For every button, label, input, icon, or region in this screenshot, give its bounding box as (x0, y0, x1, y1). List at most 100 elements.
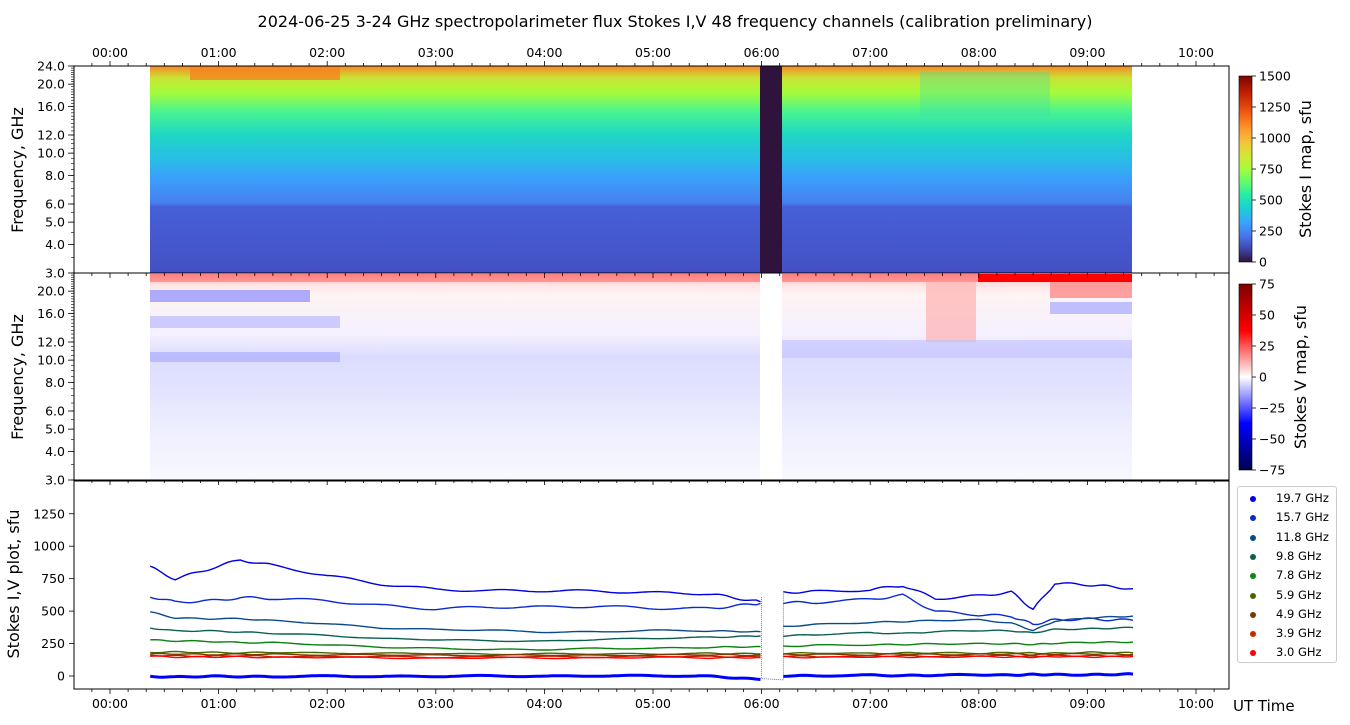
x-tick-label-bottom: 01:00 (201, 696, 237, 711)
legend-item: 4.9 GHz (1238, 606, 1336, 625)
panel-3-y-tick-label: 500 (41, 604, 65, 619)
x-axis-label: UT Time (1233, 697, 1295, 715)
legend-label: 4.9 GHz (1276, 606, 1322, 621)
panel-2-y-tick-label: 16.0 (37, 306, 65, 321)
legend-marker-icon (1250, 496, 1256, 502)
x-tick-label-bottom: 07:00 (852, 696, 888, 711)
series-line-9-8-ghz (150, 627, 761, 643)
stokes-i-colorbar-tick-label: 1000 (1259, 131, 1291, 146)
series-line-stokes-v (150, 673, 761, 681)
legend-label: 5.9 GHz (1276, 587, 1322, 602)
stokes-v-lowband-blue-3 (150, 352, 340, 362)
panel-3-frame (73, 480, 1230, 690)
x-tick-label-top: 09:00 (1069, 45, 1105, 60)
x-tick-label-bottom: 08:00 (961, 696, 997, 711)
panel-1-y-tick-label: 6.0 (45, 197, 65, 212)
x-tick-label-top: 03:00 (418, 45, 454, 60)
stokes-v-blue-late-1 (1050, 302, 1132, 314)
panel-1-y-tick-label: 4.0 (45, 237, 65, 252)
x-tick-label-bottom: 04:00 (526, 696, 562, 711)
stokes-i-colorbar-tick-label: 1250 (1259, 100, 1291, 115)
legend-item: 15.7 GHz (1238, 509, 1336, 528)
panel-1-y-tick-label: 3.0 (45, 266, 65, 281)
stokes-v-red-late-1 (926, 282, 976, 342)
x-tick-label-bottom: 05:00 (635, 696, 671, 711)
panel-2-y-tick-label: 6.0 (45, 404, 65, 419)
stokes-i-hotspot (190, 66, 340, 80)
stokes-v-colorbar-tick-label: 50 (1259, 308, 1275, 323)
x-tick-label-top: 05:00 (635, 45, 671, 60)
stokes-v-map-panel (150, 274, 1132, 480)
legend-label: 7.8 GHz (1276, 568, 1322, 583)
stokes-v-lowband-blue-2 (150, 316, 340, 328)
stokes-i-colorbar-ticks: 1500 1250 1000 750 500 250 0 (1252, 69, 1291, 270)
series-line-19-7-ghz (783, 582, 1134, 611)
panel-2-y-tick-label: 8.0 (45, 375, 65, 390)
x-tick-label-bottom: 06:00 (744, 696, 780, 711)
x-tick-label-top: 07:00 (852, 45, 888, 60)
stokes-iv-plot-panel (149, 559, 1134, 681)
panel-3-y-tick-label: 250 (41, 636, 65, 651)
series-line-15-7-ghz (149, 595, 761, 611)
stokes-i-gap (760, 66, 782, 273)
panel-1-y-tick-label: 10.0 (37, 146, 65, 161)
legend-marker-icon (1250, 650, 1256, 657)
chart-title: 2024-06-25 3-24 GHz spectropolarimeter f… (258, 12, 1093, 31)
legend-label: 19.7 GHz (1276, 491, 1329, 505)
panel-2-y-tick-label: 5.0 (45, 422, 65, 437)
legend-item: 3.0 GHz (1238, 644, 1336, 663)
panel-3-y-tick-label: 0 (57, 669, 65, 684)
x-tick-label-top: 00:00 (92, 45, 128, 60)
panel-1-y-tick-label: 8.0 (45, 168, 65, 183)
legend-marker-icon (1250, 534, 1256, 541)
stokes-i-colorbar (1238, 75, 1253, 263)
panel-2-y-tick-label: 12.0 (37, 335, 65, 350)
legend-item: 19.7 GHz (1238, 490, 1336, 509)
series-line-3-0-ghz (150, 655, 761, 660)
stokes-v-colorbar (1238, 283, 1253, 471)
stokes-v-red-late-2 (978, 274, 1132, 282)
x-tick-label-top: 08:00 (961, 45, 997, 60)
x-tick-label-top: 04:00 (526, 45, 562, 60)
x-tick-label-top: 10:00 (1178, 45, 1214, 60)
series-line-7-8-ghz (150, 638, 761, 651)
series-line-11-8-ghz (150, 611, 761, 634)
series-line-19-7-ghz (149, 559, 761, 603)
legend-label: 11.8 GHz (1276, 529, 1329, 544)
legend-marker-icon (1250, 611, 1256, 618)
panel-3-ylabel: Stokes I,V plot, sfu (4, 510, 23, 659)
legend-marker-icon (1250, 553, 1256, 560)
series-line-3-0-ghz (783, 655, 1134, 659)
legend-marker-icon (1250, 515, 1256, 522)
x-tick-label-top: 06:00 (744, 45, 780, 60)
panel-1-y-tick-label: 5.0 (45, 215, 65, 230)
legend-item: 7.8 GHz (1238, 567, 1336, 586)
stokes-v-colorbar-tick-label: 25 (1259, 339, 1275, 354)
panel-2-ylabel: Frequency, GHz (8, 314, 27, 440)
legend-label: 3.0 GHz (1276, 645, 1322, 660)
x-axis-ticks: 00:00 00:00 01:00 01:00 02:00 02:00 03:00 03:00… (91, 45, 1215, 711)
stokes-v-colorbar-tick-label: 75 (1259, 277, 1275, 292)
panel-2-y-tick-label: 3.0 (45, 473, 65, 488)
stokes-i-colorbar-label: Stokes I map, sfu (1296, 100, 1315, 238)
stokes-i-colorbar-tick-label: 500 (1259, 193, 1283, 208)
legend-item: 9.8 GHz (1238, 548, 1336, 567)
legend-marker-icon (1250, 631, 1256, 638)
series-line-4-9-ghz (150, 652, 761, 657)
panel-1-y-tick-label: 20.0 (37, 77, 65, 92)
legend-marker-icon (1250, 573, 1256, 580)
x-tick-label-bottom: 02:00 (309, 696, 345, 711)
series-line-7-8-ghz (783, 640, 1134, 648)
panel-1-y-tick-label: 24.0 (37, 59, 65, 74)
x-tick-label-bottom: 10:00 (1178, 696, 1214, 711)
stokes-i-colorbar-tick-label: 250 (1259, 224, 1283, 239)
panel-1-y-tick-label: 16.0 (37, 99, 65, 114)
stokes-v-heatmap (150, 274, 1132, 480)
x-tick-label-top: 01:00 (201, 45, 237, 60)
stokes-i-colorbar-tick-label: 750 (1259, 162, 1283, 177)
panel-2-y-tick-label: 10.0 (37, 353, 65, 368)
panel-1-y-tick-label: 12.0 (37, 128, 65, 143)
stokes-v-colorbar-ticks: 75 50 25 0 −25 −50 −75 (1252, 277, 1285, 478)
legend-label: 3.9 GHz (1276, 626, 1322, 641)
x-tick-label-top: 02:00 (309, 45, 345, 60)
